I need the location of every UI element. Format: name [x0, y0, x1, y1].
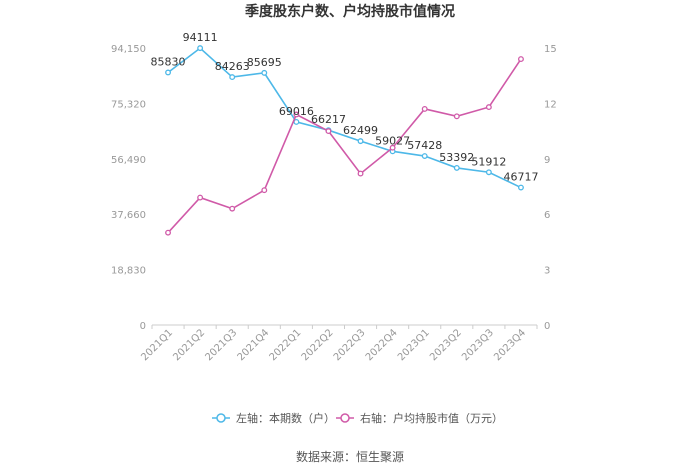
left-tick-label: 56,490 — [111, 155, 146, 166]
data-point[interactable] — [165, 229, 171, 236]
data-point[interactable] — [485, 169, 492, 176]
data-point[interactable] — [421, 105, 428, 112]
right-tick-label: 6 — [544, 210, 550, 221]
x-tick-label: 2022Q4 — [364, 327, 400, 363]
legend-item-2[interactable]: 右轴：户均持股市值（万元） — [336, 411, 503, 425]
series-line-1 — [167, 47, 522, 189]
x-tick-label: 2022Q2 — [300, 327, 336, 363]
data-label: 59027 — [375, 134, 410, 147]
left-tick-label: 18,830 — [111, 266, 146, 277]
data-point[interactable] — [197, 194, 204, 201]
legend-label: 右轴：户均持股市值（万元） — [360, 411, 503, 425]
right-tick-label: 9 — [544, 155, 550, 166]
data-label: 85830 — [151, 55, 186, 68]
data-label: 51912 — [471, 155, 506, 168]
x-tick-label: 2023Q3 — [460, 327, 496, 363]
right-tick-label: 0 — [544, 321, 550, 332]
left-tick-label: 37,660 — [111, 210, 146, 221]
data-point[interactable] — [261, 187, 268, 194]
data-point[interactable] — [453, 113, 460, 120]
x-tick-label: 2022Q3 — [332, 327, 368, 363]
data-point[interactable] — [389, 144, 396, 151]
data-label: 84263 — [215, 60, 250, 73]
data-label: 94111 — [183, 31, 218, 44]
chart-title: 季度股东户数、户均持股市值情况 — [244, 3, 455, 20]
data-label: 85695 — [247, 56, 282, 69]
data-point[interactable] — [357, 138, 364, 145]
right-tick-label: 12 — [544, 99, 557, 110]
data-point[interactable] — [229, 205, 236, 212]
legend[interactable]: 左轴：本期数（户） 右轴：户均持股市值（万元） — [212, 411, 503, 425]
data-point[interactable] — [453, 164, 460, 171]
data-label: 53392 — [439, 151, 474, 164]
data-point[interactable] — [261, 69, 268, 76]
x-tick-label: 2021Q1 — [139, 327, 175, 363]
data-point[interactable] — [293, 111, 300, 118]
right-tick-label: 15 — [544, 44, 557, 55]
legend-marker-icon — [216, 413, 226, 423]
left-tick-label: 94,150 — [111, 44, 146, 55]
x-tick-label: 2021Q2 — [171, 327, 207, 363]
data-label: 62499 — [343, 124, 378, 137]
data-point[interactable] — [229, 74, 236, 81]
data-label: 66217 — [311, 113, 346, 126]
data-point[interactable] — [197, 45, 204, 52]
data-point[interactable] — [518, 56, 524, 63]
series-line-2 — [167, 58, 522, 234]
legend-label: 左轴：本期数（户） — [236, 411, 335, 425]
x-tick-label: 2021Q3 — [203, 327, 239, 363]
left-tick-label: 75,320 — [111, 99, 146, 110]
x-tick-label: 2023Q2 — [428, 327, 464, 363]
data-point[interactable] — [421, 153, 428, 159]
data-label: 46717 — [503, 171, 538, 184]
axes: 0 18,830 37,660 56,490 75,320 94,150 0 3 6 9 12 15 2… — [111, 44, 557, 363]
data-point[interactable] — [293, 118, 300, 125]
left-tick-label: 0 — [140, 321, 146, 332]
x-tick-label: 2023Q4 — [492, 327, 528, 363]
legend-item-1[interactable]: 左轴：本期数（户） — [212, 411, 335, 425]
data-label: 57428 — [407, 139, 442, 152]
x-tick-label: 2022Q1 — [268, 327, 304, 363]
legend-marker-icon — [340, 413, 350, 423]
data-point[interactable] — [518, 184, 524, 191]
data-point[interactable] — [357, 170, 364, 177]
right-tick-label: 3 — [544, 266, 550, 277]
data-point[interactable] — [165, 69, 171, 76]
x-tick-label: 2021Q4 — [236, 327, 272, 363]
data-label: 69016 — [279, 105, 314, 118]
data-point[interactable] — [325, 128, 332, 135]
source-note: 数据来源：恒生聚源 — [296, 449, 404, 464]
x-tick-label: 2023Q1 — [396, 327, 432, 363]
data-point[interactable] — [485, 104, 492, 111]
series-layer — [165, 45, 524, 236]
